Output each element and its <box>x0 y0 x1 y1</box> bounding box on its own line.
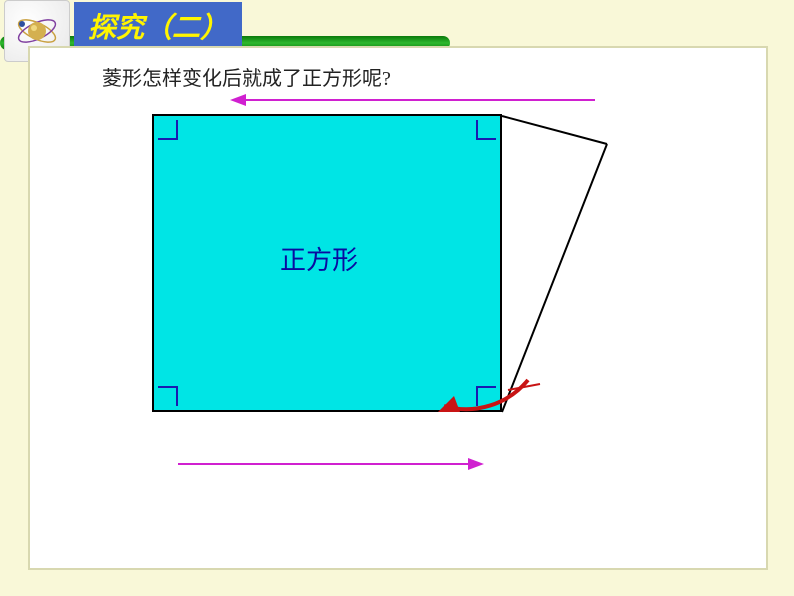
title-box: 探究（二） <box>74 2 242 52</box>
arrow-top-icon <box>230 90 600 110</box>
rhombus-outline <box>152 114 622 416</box>
question-text: 菱形怎样变化后就成了正方形呢? <box>102 62 391 91</box>
arrow-bottom-icon <box>176 454 486 474</box>
page-title: 探究（二） <box>88 13 228 44</box>
rotation-arc-icon <box>410 310 550 420</box>
